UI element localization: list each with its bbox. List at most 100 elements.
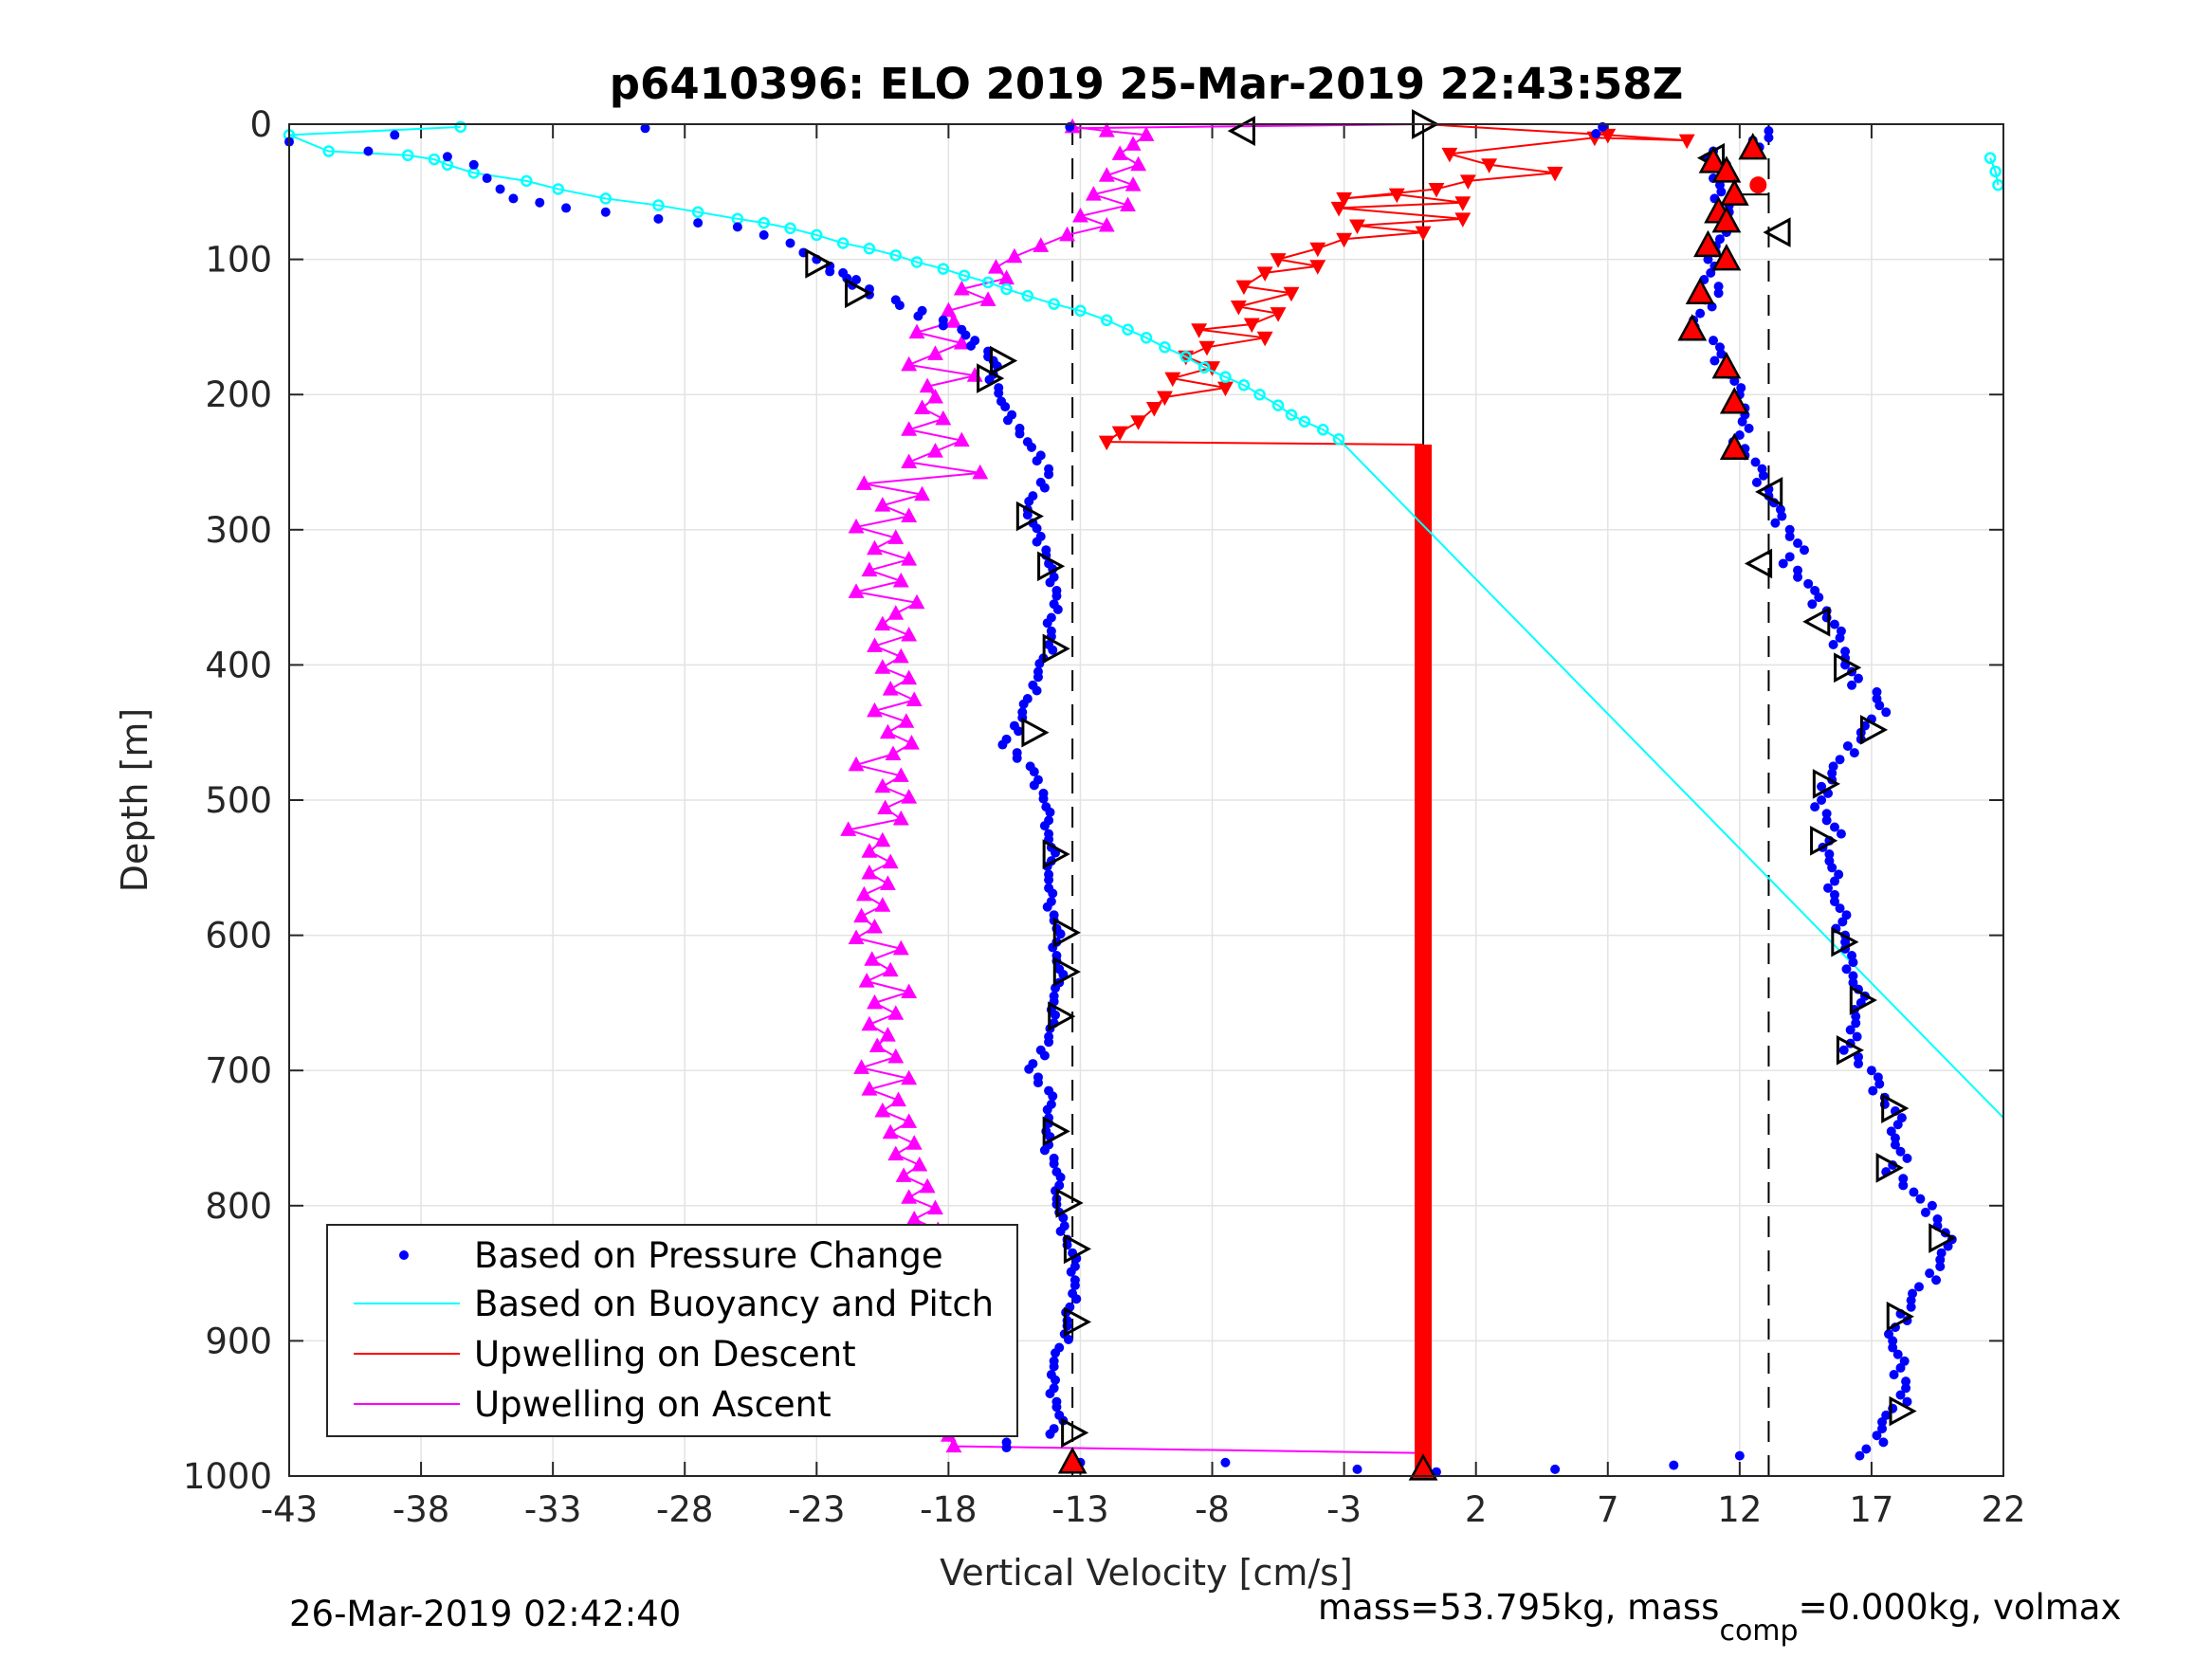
ascent-upwelling-point (953, 431, 970, 447)
pressure-descent-point (1051, 983, 1061, 994)
pressure-ascent-point (1817, 781, 1827, 792)
buoyancy-pitch-point (889, 249, 903, 262)
pressure-descent-point (1033, 672, 1043, 683)
ascent-upwelling-point (892, 810, 909, 826)
x-axis-label: Vertical Velocity [cm/s] (940, 1552, 1353, 1594)
pressure-ascent-point (1828, 761, 1838, 772)
ascent-upwelling-point (867, 918, 883, 934)
ascent-upwelling-point (874, 831, 891, 848)
descent-top-connector (1423, 123, 1608, 137)
legend-box (326, 1224, 1018, 1437)
pressure-descent-point (535, 197, 545, 208)
x-tick-label: -43 (261, 1489, 318, 1530)
ascent-upwelling-point (908, 593, 925, 610)
pressure-descent-point (894, 301, 905, 311)
x-tick-label: -38 (393, 1489, 449, 1530)
pressure-ascent-point (1895, 1146, 1906, 1157)
pressure-ascent-point (1729, 375, 1740, 386)
pressure-ascent-point (1778, 558, 1788, 569)
ascent-upwelling-point (1138, 126, 1155, 141)
ascent-upwelling-point (901, 1189, 918, 1204)
pressure-descent-point (1000, 402, 1011, 412)
pressure-descent-point (1042, 1104, 1052, 1115)
x-tick-label: -33 (524, 1489, 581, 1530)
pressure-ascent-point (1877, 1424, 1888, 1434)
open-triangle-marker (845, 278, 873, 309)
descent-upwelling-point (1336, 232, 1353, 248)
pressure-descent-point (1014, 726, 1024, 737)
descent-upwelling-point (1441, 147, 1458, 163)
buoyancy-pitch-point (758, 216, 770, 229)
pressure-descent-point (1044, 469, 1054, 480)
pressure-ascent-point (1902, 1396, 1912, 1407)
pressure-descent-point (1550, 1464, 1561, 1474)
pressure-ascent-point (1734, 429, 1745, 440)
pressure-ascent-point (1714, 342, 1725, 353)
ascent-upwelling-point (892, 939, 909, 956)
descent-upwelling-point (1235, 280, 1252, 296)
pressure-descent-point (1032, 685, 1042, 696)
buoyancy-pitch-point (1048, 298, 1060, 310)
legend-entry-label: Based on Pressure Change (474, 1235, 943, 1276)
pressure-descent-point (1051, 1010, 1061, 1020)
buoyancy-pitch-point (652, 199, 665, 211)
ascent-upwelling-point (1098, 167, 1115, 182)
ascent-upwelling-point (868, 1037, 886, 1053)
pressure-ascent-point (1828, 640, 1838, 650)
pressure-descent-point (600, 207, 611, 217)
ascent-upwelling-point (874, 897, 891, 912)
footer-mass-tail: =0.000kg, volmax (1799, 1587, 2122, 1628)
ascent-upwelling-point (945, 1437, 962, 1453)
ascent-upwelling-point (901, 983, 918, 998)
pressure-ascent-point (1736, 383, 1746, 393)
pressure-ascent-point (1829, 619, 1839, 629)
ascent-upwelling-point (892, 767, 909, 782)
pressure-ascent-point (1902, 1153, 1912, 1163)
y-tick-label: 500 (205, 780, 272, 821)
ascent-upwelling-point (905, 1135, 923, 1150)
pressure-ascent-point (1793, 565, 1803, 575)
buoyancy-side-point (1983, 152, 1997, 164)
ascent-upwelling-point (861, 843, 878, 858)
descent-upwelling-point (1130, 415, 1147, 430)
pressure-ascent-point (1793, 572, 1803, 582)
y-tick-label: 700 (205, 1050, 272, 1091)
pressure-ascent-point (1824, 856, 1835, 866)
ascent-upwelling-point (988, 259, 1004, 274)
buoyancy-pitch-point (521, 174, 533, 188)
pressure-ascent-point (1895, 1390, 1906, 1400)
pressure-ascent-point (1898, 1180, 1909, 1191)
buoyancy-pitch-point (1332, 433, 1345, 446)
red-filled-triangle-marker (1711, 206, 1742, 233)
open-triangle-marker (1063, 1306, 1092, 1338)
buoyancy-pitch-point (1298, 415, 1311, 428)
pressure-descent-point (1032, 456, 1042, 466)
pressure-descent-point (1055, 929, 1066, 939)
pressure-ascent-point (1713, 282, 1724, 292)
pressure-ascent-point (1854, 673, 1864, 684)
descent-upwelling-point (1600, 128, 1617, 144)
pressure-ascent-point (1855, 1450, 1865, 1461)
pressure-ascent-point (1840, 647, 1851, 657)
pressure-ascent-point (1854, 1059, 1864, 1069)
pressure-ascent-point (1847, 680, 1857, 690)
buoyancy-pitch-point (1140, 332, 1153, 344)
descent-upwelling-point (1454, 212, 1472, 228)
pressure-descent-point (913, 311, 923, 321)
buoyancy-pitch-point (1021, 289, 1034, 302)
buoyancy-pitch-point (1000, 283, 1013, 296)
pressure-descent-point (1032, 537, 1042, 547)
pressure-ascent-point (1901, 1376, 1911, 1387)
ascent-upwelling-point (979, 291, 996, 306)
ascent-upwelling-point (972, 464, 989, 480)
ascent-upwelling-point (892, 572, 909, 588)
legend-swatch-dot (399, 1250, 409, 1260)
pressure-descent-point (1039, 821, 1050, 831)
ascent-upwelling-point (861, 864, 878, 880)
open-triangle-marker (1802, 606, 1831, 637)
ascent-upwelling-point (940, 301, 957, 318)
pressure-descent-point (1071, 1294, 1082, 1304)
pressure-ascent-point (1932, 1214, 1943, 1225)
pressure-descent-point (1734, 1450, 1745, 1461)
